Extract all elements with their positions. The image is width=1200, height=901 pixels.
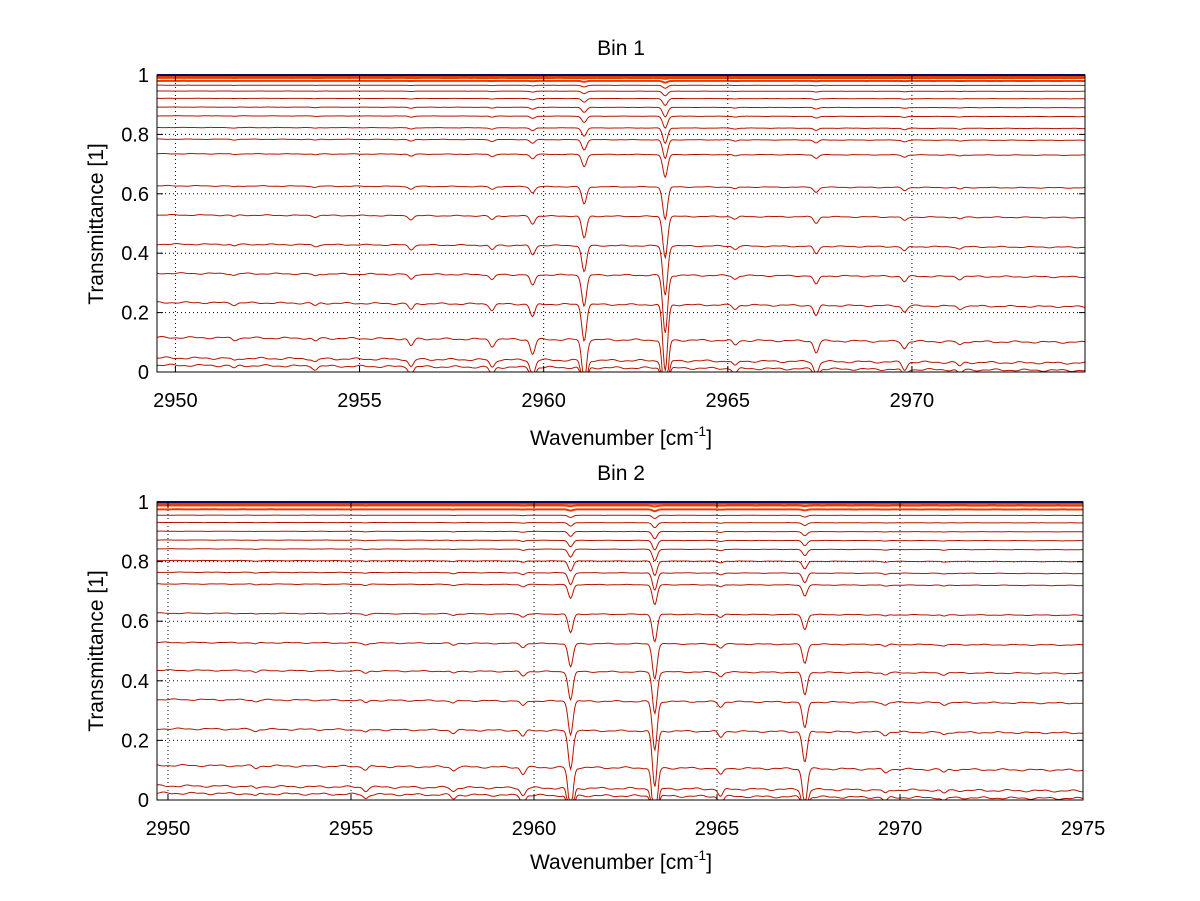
- x-tick-label: 2975: [1061, 818, 1106, 840]
- x-tick-label: 2960: [512, 818, 557, 840]
- y-tick-label: 1: [138, 65, 149, 87]
- series-line: [156, 335, 1086, 373]
- panel-1-grid: [157, 75, 1085, 372]
- series-line: [156, 669, 1084, 716]
- series-line: [156, 508, 1083, 513]
- series-line: [157, 90, 1085, 97]
- series-line: [156, 784, 1084, 801]
- panel-1-x-axis-label: Wavenumber [cm-1]: [530, 423, 712, 450]
- series-line: [156, 791, 1084, 801]
- y-tick-label: 0: [138, 362, 149, 384]
- series-line: [156, 521, 1084, 529]
- series-line: [156, 514, 1084, 520]
- panel-2-ticks: 2950 2955 2960 2965 2970 2975 0 0.2 0.4 0.6 0.8 1: [121, 492, 1105, 840]
- series-line: [157, 539, 1084, 551]
- panel-2-grid: [157, 502, 1083, 800]
- series-line: [156, 106, 1086, 118]
- panel-1-ticks: 2950 2955 2960 2965 2970 0 0.2 0.4 0.6 0.8 1: [121, 65, 1085, 412]
- series-line: [157, 301, 1086, 371]
- series-line: [156, 138, 1086, 160]
- x-tick-label: 2965: [695, 818, 740, 840]
- series-line: [156, 504, 1083, 508]
- y-tick-label: 0.6: [121, 611, 149, 633]
- series-line: [156, 272, 1086, 333]
- x-tick-label: 2955: [337, 390, 382, 412]
- series-line: [156, 79, 1085, 84]
- series-line: [157, 548, 1084, 562]
- panel-2-axes-box: [156, 501, 1084, 801]
- x-tick-label: 2965: [706, 390, 751, 412]
- x-tick-label: 2950: [146, 818, 191, 840]
- x-tick-label: 2955: [329, 818, 374, 840]
- y-tick-label: 0: [138, 790, 149, 812]
- series-line: [156, 530, 1084, 540]
- x-tick-label: 2960: [521, 390, 566, 412]
- x-tick-label: 2970: [890, 390, 935, 412]
- series-line: [157, 84, 1086, 89]
- series-line: [156, 363, 1086, 373]
- y-tick-label: 0.2: [121, 303, 149, 325]
- series-line: [156, 152, 1086, 179]
- series-line: [156, 213, 1086, 260]
- y-tick-label: 0.6: [121, 184, 149, 206]
- y-tick-label: 0.2: [121, 730, 149, 752]
- series-line: [156, 184, 1086, 221]
- panel-1-axes-box: [156, 74, 1086, 373]
- series-line: [156, 764, 1084, 801]
- series-line: [156, 641, 1084, 681]
- series-line: [156, 583, 1084, 606]
- x-tick-label: 2950: [153, 390, 198, 412]
- series-line: [157, 76, 1085, 80]
- y-tick-label: 0.4: [121, 671, 149, 693]
- series-line: [156, 356, 1086, 373]
- series-line: [156, 115, 1086, 129]
- panel-bin-1: Bin 1 2950 2955 2960 2965 2970 0 0.2 0.4 0.6 0.8 1…: [85, 37, 1086, 450]
- panel-2-y-axis-label: Transmittance [1]: [85, 570, 108, 731]
- series-line: [157, 243, 1086, 296]
- series-line: [156, 126, 1086, 145]
- panel-2-title: Bin 2: [597, 462, 645, 485]
- panel-1-y-axis-label: Transmittance [1]: [85, 143, 108, 304]
- y-tick-label: 0.8: [121, 124, 149, 146]
- y-tick-label: 0.8: [121, 552, 149, 574]
- y-tick-label: 1: [138, 492, 149, 514]
- y-tick-label: 0.4: [121, 243, 149, 265]
- panel-2-x-axis-label: Wavenumber [cm-1]: [530, 847, 712, 874]
- x-tick-label: 2970: [878, 818, 923, 840]
- panel-bin-2: Bin 2 2950 2955 2960 2965 2970 2975 0 0.2 0.4 0.6…: [85, 462, 1105, 874]
- panel-1-title: Bin 1: [597, 37, 645, 60]
- series-line: [156, 727, 1084, 787]
- series-line: [156, 612, 1084, 643]
- series-line: [156, 698, 1084, 752]
- series-line: [156, 571, 1084, 591]
- series-line: [157, 97, 1086, 106]
- series-line: [156, 559, 1084, 577]
